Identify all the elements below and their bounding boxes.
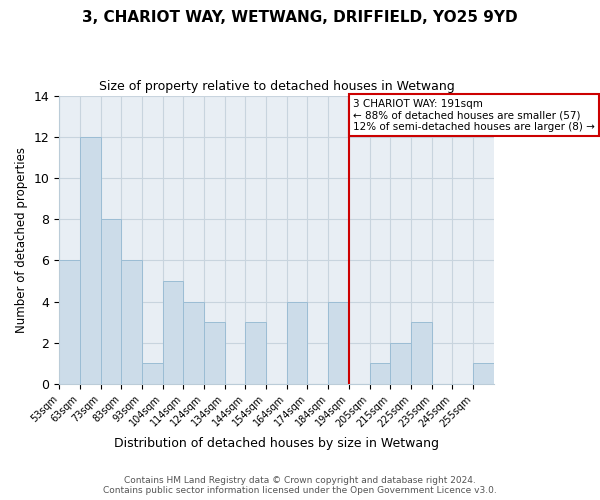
- Bar: [163, 281, 184, 384]
- Bar: [59, 260, 80, 384]
- Text: 3, CHARIOT WAY, WETWANG, DRIFFIELD, YO25 9YD: 3, CHARIOT WAY, WETWANG, DRIFFIELD, YO25…: [82, 10, 518, 25]
- Bar: [390, 342, 411, 384]
- Bar: [473, 364, 494, 384]
- Bar: [184, 302, 204, 384]
- Text: Contains HM Land Registry data © Crown copyright and database right 2024.
Contai: Contains HM Land Registry data © Crown c…: [103, 476, 497, 495]
- X-axis label: Distribution of detached houses by size in Wetwang: Distribution of detached houses by size …: [114, 437, 439, 450]
- Text: 3 CHARIOT WAY: 191sqm
← 88% of detached houses are smaller (57)
12% of semi-deta: 3 CHARIOT WAY: 191sqm ← 88% of detached …: [353, 98, 595, 132]
- Bar: [370, 364, 390, 384]
- Bar: [80, 137, 101, 384]
- Bar: [328, 302, 349, 384]
- Bar: [121, 260, 142, 384]
- Y-axis label: Number of detached properties: Number of detached properties: [15, 146, 28, 332]
- Bar: [101, 219, 121, 384]
- Bar: [411, 322, 431, 384]
- Bar: [245, 322, 266, 384]
- Bar: [142, 364, 163, 384]
- Title: Size of property relative to detached houses in Wetwang: Size of property relative to detached ho…: [98, 80, 454, 93]
- Bar: [287, 302, 307, 384]
- Bar: [204, 322, 224, 384]
